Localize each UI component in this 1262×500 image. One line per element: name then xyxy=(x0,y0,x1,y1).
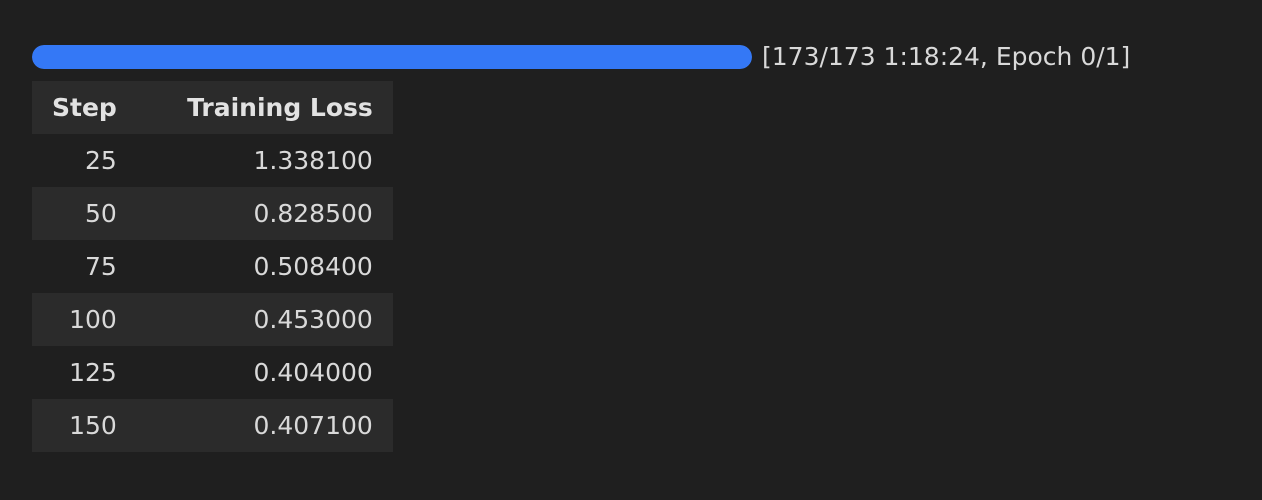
training-loss-table: Step Training Loss 25 1.338100 50 0.8285… xyxy=(32,81,393,452)
column-header-step: Step xyxy=(32,81,135,134)
column-header-training-loss: Training Loss xyxy=(134,81,393,134)
cell-training-loss: 0.828500 xyxy=(253,199,373,228)
cell-training-loss: 0.404000 xyxy=(253,358,373,387)
cell-step: 50 xyxy=(85,199,117,228)
table-header-row: Step Training Loss xyxy=(32,81,393,134)
progress-bar xyxy=(32,45,752,69)
cell-step: 25 xyxy=(85,146,117,175)
cell-training-loss: 0.407100 xyxy=(253,411,373,440)
progress-status-text: [173/173 1:18:24, Epoch 0/1] xyxy=(762,42,1131,71)
table-row: 150 0.407100 xyxy=(32,399,393,452)
cell-training-loss: 0.508400 xyxy=(253,252,373,281)
training-progress: [173/173 1:18:24, Epoch 0/1] xyxy=(32,44,1262,70)
table-row: 125 0.404000 xyxy=(32,346,393,399)
cell-training-loss: 0.453000 xyxy=(253,305,373,334)
cell-step: 150 xyxy=(69,411,117,440)
cell-step: 100 xyxy=(69,305,117,334)
cell-step: 125 xyxy=(69,358,117,387)
cell-training-loss: 1.338100 xyxy=(253,146,373,175)
table-row: 75 0.508400 xyxy=(32,240,393,293)
table-row: 100 0.453000 xyxy=(32,293,393,346)
cell-step: 75 xyxy=(85,252,117,281)
notebook-output-cell: [173/173 1:18:24, Epoch 0/1] Step Traini… xyxy=(32,44,1262,452)
table-row: 50 0.828500 xyxy=(32,187,393,240)
progress-bar-fill xyxy=(32,45,752,69)
table-row: 25 1.338100 xyxy=(32,134,393,187)
